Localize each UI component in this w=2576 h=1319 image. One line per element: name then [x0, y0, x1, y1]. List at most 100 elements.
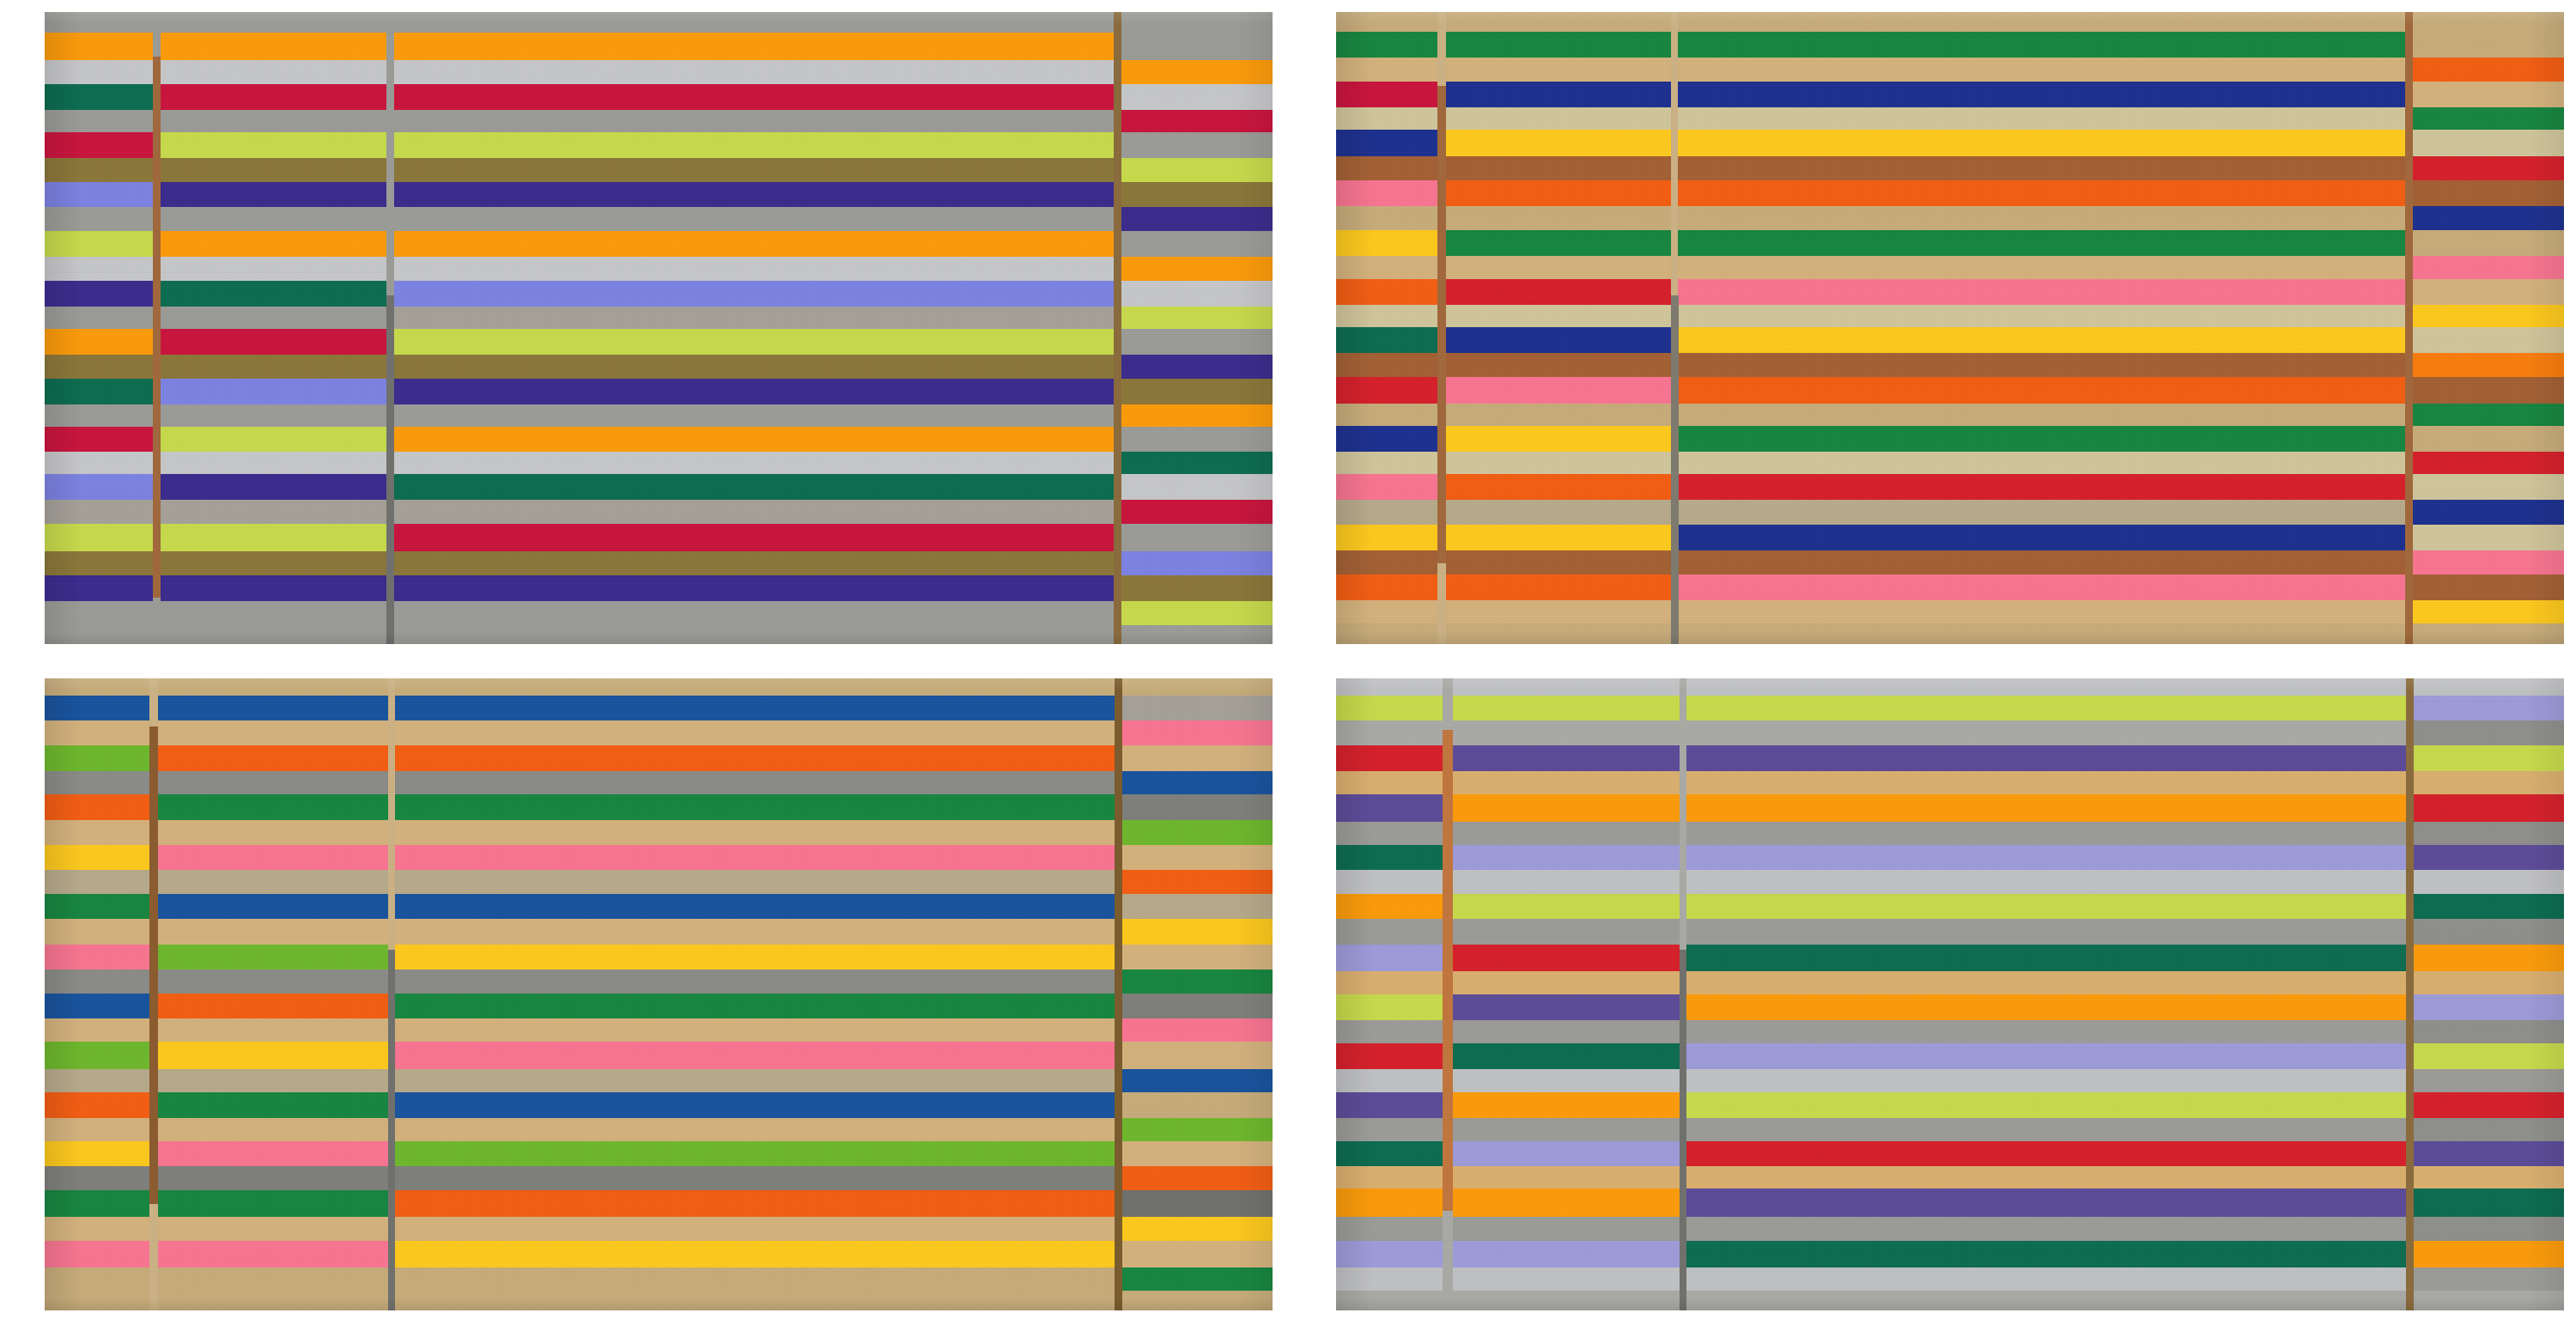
stripe-segment	[158, 770, 388, 795]
stripe-row	[1336, 1240, 2564, 1268]
stripe-row	[45, 1291, 1273, 1310]
stripe-row	[1336, 205, 2564, 231]
stripe-segment	[45, 1042, 149, 1070]
stripe-segment	[1121, 1141, 1273, 1167]
stripe-segment	[1121, 306, 1273, 330]
stripe-row	[45, 131, 1273, 159]
stripe-segment	[1121, 1267, 1273, 1292]
stripe-segment	[158, 993, 388, 1019]
stripe-segment	[1686, 1068, 2406, 1093]
stripe-stack	[45, 12, 1273, 644]
stripe-segment	[395, 819, 1115, 846]
stripe-row	[1336, 403, 2564, 427]
stripe-segment	[1336, 524, 1437, 551]
stripe-segment	[395, 695, 1115, 721]
stripe-segment	[1121, 1166, 1273, 1191]
stripe-row	[45, 524, 1273, 552]
stripe-segment	[158, 870, 388, 895]
stripe-segment	[1121, 157, 1273, 183]
stripe-segment	[1678, 278, 2406, 306]
stripe-row	[1336, 474, 2564, 501]
stripe-segment	[1446, 574, 1671, 601]
stripe-segment	[1121, 893, 1273, 920]
stripe-segment	[45, 1117, 149, 1142]
stripe-segment	[45, 1189, 149, 1218]
stripe-segment	[395, 1189, 1115, 1218]
stripe-segment	[1678, 425, 2406, 453]
stripe-segment	[1678, 327, 2406, 354]
stripe-segment	[1121, 1068, 1273, 1093]
stripe-segment	[395, 1092, 1115, 1119]
stripe-segment	[2413, 107, 2564, 131]
stripe-segment	[45, 574, 153, 602]
column-divider	[386, 295, 394, 644]
stripe-segment	[1336, 1291, 1443, 1310]
stripe-segment	[1336, 870, 1443, 895]
stripe-segment	[1121, 474, 1273, 501]
stripe-segment	[2413, 745, 2564, 772]
stripe-segment	[1453, 770, 1680, 795]
stripe-segment	[161, 157, 386, 183]
stripe-segment	[394, 574, 1114, 602]
panel-top-right	[1336, 12, 2564, 644]
stripe-segment	[161, 59, 386, 85]
stripe-row	[1336, 971, 2564, 996]
stripe-segment	[2413, 1019, 2564, 1044]
stripe-segment	[1336, 845, 1443, 872]
stripe-segment	[161, 306, 386, 330]
stripe-segment	[1678, 500, 2406, 526]
stripe-segment	[1121, 257, 1273, 282]
stripe-segment	[1121, 550, 1273, 576]
stripe-segment	[45, 695, 149, 721]
stripe-row	[1336, 944, 2564, 972]
stripe-segment	[1686, 893, 2406, 920]
stripe-row	[1336, 278, 2564, 306]
stripe-segment	[1686, 845, 2406, 872]
stripe-segment	[394, 550, 1114, 576]
stripe-row	[1336, 1217, 2564, 1242]
stripe-segment	[1678, 57, 2406, 82]
stripe-segment	[1453, 695, 1680, 721]
column-divider	[1443, 730, 1453, 1211]
stripe-segment	[1121, 83, 1273, 111]
stripe-segment	[45, 59, 153, 85]
stripe-segment	[394, 500, 1114, 525]
stripe-segment	[158, 1189, 388, 1218]
stripe-row	[45, 1018, 1273, 1042]
stripe-segment	[1336, 720, 1443, 746]
stripe-segment	[1121, 281, 1273, 307]
stripe-segment	[1453, 720, 1680, 746]
stripe-segment	[2413, 12, 2564, 33]
stripe-segment	[1121, 770, 1273, 795]
stripe-segment	[1336, 500, 1437, 526]
stripe-stack	[45, 678, 1273, 1310]
stripe-segment	[2413, 971, 2564, 996]
stripe-segment	[1686, 745, 2406, 772]
stripe-segment	[1686, 770, 2406, 795]
stripe-segment	[158, 1141, 388, 1167]
stripe-row	[1336, 845, 2564, 872]
column-divider	[2406, 678, 2414, 1310]
stripe-segment	[1121, 328, 1273, 356]
stripe-segment	[1678, 600, 2406, 624]
stripe-segment	[1453, 1188, 1680, 1218]
stripe-segment	[2413, 1141, 2564, 1167]
stripe-segment	[1686, 944, 2406, 972]
stripe-row	[45, 328, 1273, 356]
stripe-segment	[1336, 327, 1437, 354]
stripe-segment	[158, 1240, 388, 1268]
column-divider	[149, 726, 158, 1204]
stripe-segment	[1336, 1068, 1443, 1093]
stripe-segment	[2413, 474, 2564, 501]
stripe-segment	[45, 33, 153, 61]
stripe-segment	[1686, 1092, 2406, 1119]
stripe-row	[45, 695, 1273, 721]
stripe-segment	[2413, 278, 2564, 306]
stripe-segment	[1336, 1043, 1443, 1070]
stripe-segment	[1121, 231, 1273, 258]
stripe-segment	[1446, 12, 1671, 33]
stripe-segment	[161, 600, 386, 626]
stripe-segment	[1446, 230, 1671, 257]
stripe-segment	[394, 33, 1114, 61]
